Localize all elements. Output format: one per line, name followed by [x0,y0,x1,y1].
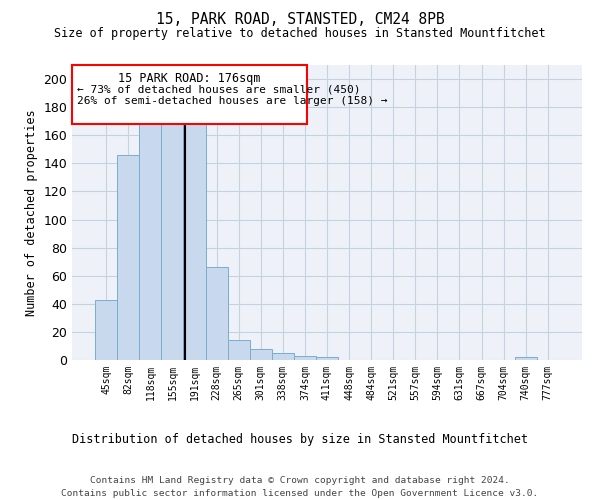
Bar [515,357,537,360]
Text: Contains public sector information licensed under the Open Government Licence v3: Contains public sector information licen… [61,489,539,498]
Bar [272,353,294,360]
Bar [316,357,338,360]
Text: 15, PARK ROAD, STANSTED, CM24 8PB: 15, PARK ROAD, STANSTED, CM24 8PB [155,12,445,28]
Text: ← 73% of detached houses are smaller (450): ← 73% of detached houses are smaller (45… [77,84,361,94]
Text: 26% of semi-detached houses are larger (158) →: 26% of semi-detached houses are larger (… [77,96,388,106]
Text: Distribution of detached houses by size in Stansted Mountfitchet: Distribution of detached houses by size … [72,432,528,446]
Text: Contains HM Land Registry data © Crown copyright and database right 2024.: Contains HM Land Registry data © Crown c… [90,476,510,485]
Text: Size of property relative to detached houses in Stansted Mountfitchet: Size of property relative to detached ho… [54,28,546,40]
Bar [227,340,250,360]
Bar [117,155,139,360]
Bar [95,300,117,360]
Bar [139,124,161,360]
Y-axis label: Number of detached properties: Number of detached properties [25,109,38,316]
Bar [250,349,272,360]
Text: 15 PARK ROAD: 176sqm: 15 PARK ROAD: 176sqm [118,72,260,86]
Bar [294,356,316,360]
Bar [184,124,206,360]
Bar [206,268,227,360]
Bar [161,124,184,360]
FancyBboxPatch shape [72,65,307,124]
